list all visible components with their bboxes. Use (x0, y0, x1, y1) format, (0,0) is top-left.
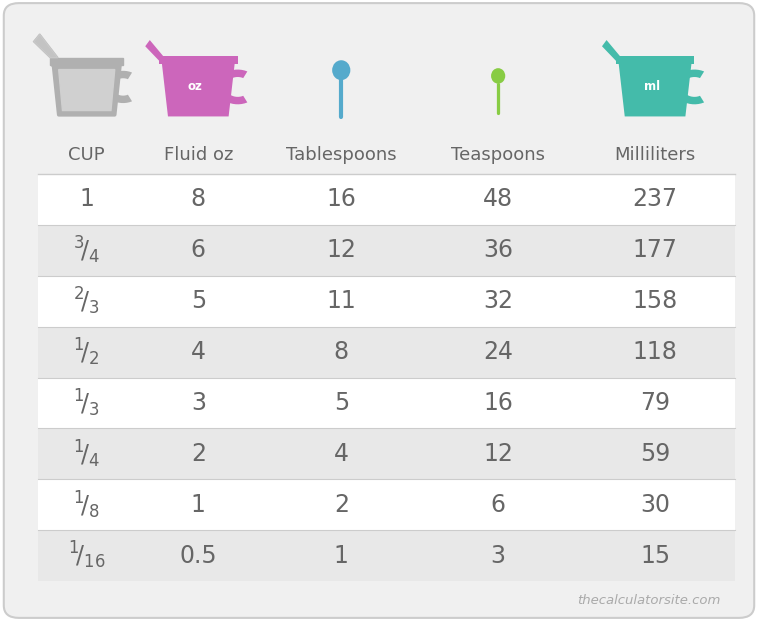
FancyBboxPatch shape (38, 225, 735, 276)
Text: 0.5: 0.5 (180, 544, 217, 568)
Text: 48: 48 (483, 188, 513, 211)
Polygon shape (162, 64, 235, 117)
Text: 1: 1 (80, 188, 94, 211)
FancyBboxPatch shape (38, 530, 735, 581)
Polygon shape (619, 64, 691, 117)
Text: 8: 8 (191, 188, 206, 211)
Text: $^1\!/_8$: $^1\!/_8$ (73, 489, 100, 520)
FancyBboxPatch shape (38, 28, 735, 174)
Ellipse shape (491, 68, 506, 84)
FancyBboxPatch shape (38, 276, 735, 327)
Text: Fluid oz: Fluid oz (164, 147, 233, 164)
Text: 8: 8 (334, 340, 349, 364)
Text: $^1\!/_{16}$: $^1\!/_{16}$ (68, 540, 105, 571)
Text: 4: 4 (191, 340, 205, 364)
Text: 79: 79 (640, 391, 670, 415)
Text: 177: 177 (633, 238, 678, 262)
Text: 30: 30 (640, 493, 670, 517)
Polygon shape (103, 71, 132, 103)
Text: 1: 1 (191, 493, 205, 517)
Text: Milliliters: Milliliters (615, 147, 696, 164)
Text: 237: 237 (633, 188, 678, 211)
Text: 2: 2 (334, 493, 349, 517)
Text: 16: 16 (483, 391, 513, 415)
FancyBboxPatch shape (38, 327, 735, 378)
Text: 12: 12 (483, 442, 513, 466)
Text: 158: 158 (632, 289, 678, 313)
Polygon shape (217, 70, 247, 104)
Text: 15: 15 (640, 544, 670, 568)
Text: 3: 3 (490, 544, 506, 568)
Text: 1: 1 (334, 544, 349, 568)
FancyBboxPatch shape (38, 428, 735, 479)
Text: 118: 118 (633, 340, 678, 364)
Text: $^1\!/_4$: $^1\!/_4$ (73, 438, 100, 469)
Ellipse shape (332, 60, 350, 80)
Text: Teaspoons: Teaspoons (451, 147, 545, 164)
Polygon shape (615, 57, 694, 64)
Text: 59: 59 (640, 442, 670, 466)
FancyBboxPatch shape (4, 3, 754, 618)
Text: 16: 16 (326, 188, 356, 211)
FancyBboxPatch shape (38, 174, 735, 225)
Polygon shape (146, 40, 170, 64)
Polygon shape (53, 65, 120, 115)
Text: thecalculatorsite.com: thecalculatorsite.com (577, 594, 720, 607)
FancyBboxPatch shape (38, 479, 735, 530)
Text: 12: 12 (326, 238, 356, 262)
Polygon shape (33, 34, 58, 58)
Polygon shape (33, 34, 58, 58)
Text: 11: 11 (327, 289, 356, 313)
Text: 6: 6 (490, 493, 506, 517)
Polygon shape (159, 57, 238, 64)
Polygon shape (602, 40, 626, 64)
Text: $^1\!/_2$: $^1\!/_2$ (74, 337, 100, 368)
Text: 6: 6 (191, 238, 205, 262)
Text: $^2\!/_3$: $^2\!/_3$ (74, 286, 100, 317)
Text: 5: 5 (191, 289, 206, 313)
Text: Tablespoons: Tablespoons (286, 147, 396, 164)
Text: 36: 36 (483, 238, 513, 262)
Text: $^3\!/_4$: $^3\!/_4$ (73, 235, 100, 266)
Text: 32: 32 (483, 289, 513, 313)
Polygon shape (50, 58, 123, 65)
Polygon shape (673, 70, 704, 104)
FancyBboxPatch shape (38, 378, 735, 428)
Polygon shape (58, 70, 114, 111)
Text: 4: 4 (334, 442, 349, 466)
Text: CUP: CUP (68, 147, 105, 164)
Text: 3: 3 (191, 391, 205, 415)
Text: $^1\!/_3$: $^1\!/_3$ (74, 388, 100, 419)
Text: ml: ml (644, 81, 660, 93)
Text: 2: 2 (191, 442, 205, 466)
Text: 24: 24 (483, 340, 513, 364)
Text: 5: 5 (334, 391, 349, 415)
Text: oz: oz (188, 81, 202, 93)
